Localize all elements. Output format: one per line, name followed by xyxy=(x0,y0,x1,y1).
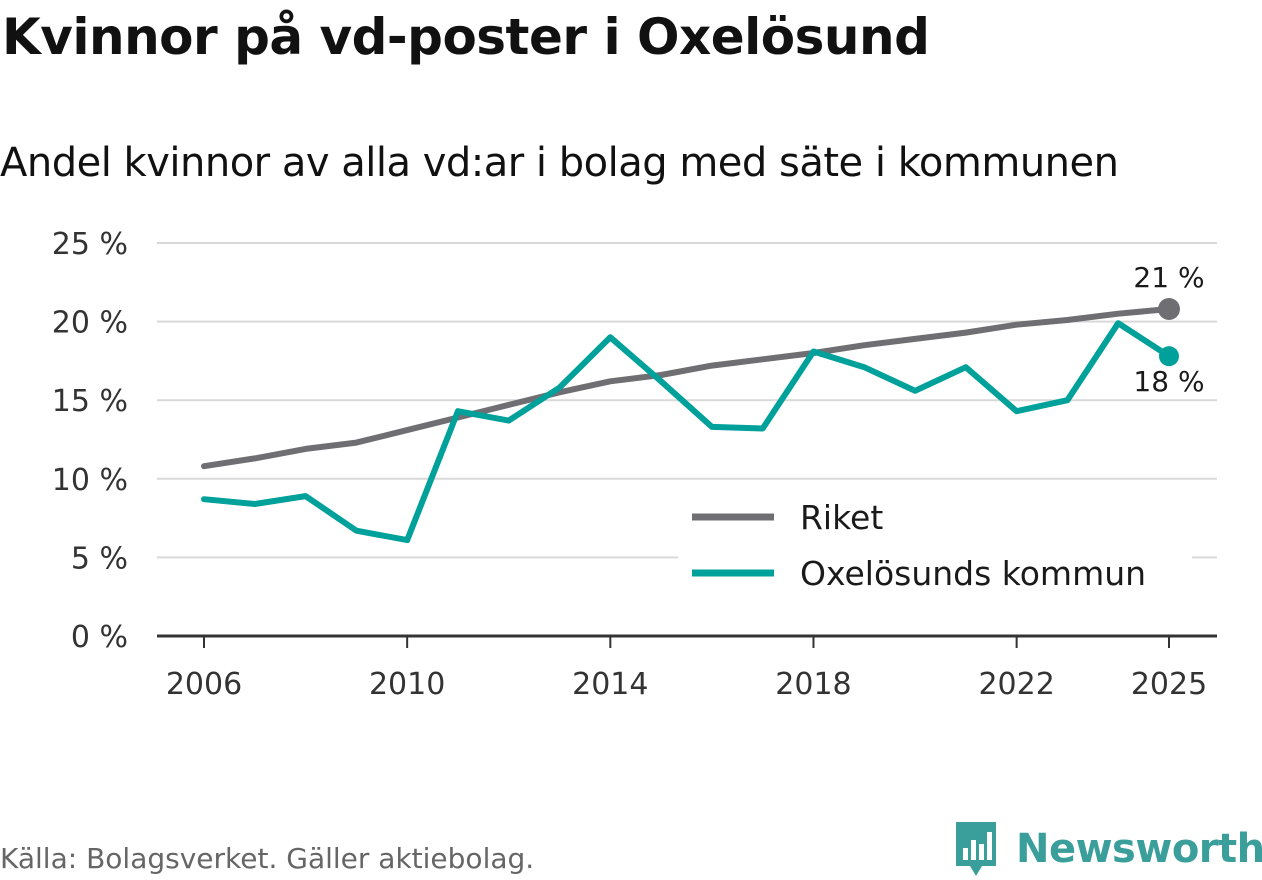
series-line xyxy=(201,320,1172,544)
x-tick-label: 2010 xyxy=(369,667,445,702)
series-end-point xyxy=(1158,298,1180,321)
newsworthy-logo-icon xyxy=(956,822,996,876)
x-tick-label: 2025 xyxy=(1131,667,1207,702)
source-note: Källa: Bolagsverket. Gäller aktiebolag. xyxy=(0,842,535,875)
brand-logo: Newsworthy xyxy=(952,818,1262,880)
brand-name: Newsworthy xyxy=(1016,826,1262,872)
x-tick-label: 2022 xyxy=(978,667,1054,702)
x-axis-ticks: 2006 2010 2014 2018 2022 2025 xyxy=(166,636,1207,702)
legend: Riket Oxelösunds kommun xyxy=(678,490,1192,602)
legend-background xyxy=(678,490,1192,602)
legend-label: Oxelösunds kommun xyxy=(800,554,1146,593)
y-tick-label: 0 % xyxy=(71,620,128,655)
end-labels: 21 % 18 % xyxy=(1133,261,1204,398)
y-axis-ticks: 0 % 5 % 10 % 15 % 20 % 25 % xyxy=(52,227,128,655)
series-lines xyxy=(201,298,1180,544)
series-end-label: 18 % xyxy=(1133,365,1204,398)
legend-label: Riket xyxy=(800,498,883,537)
x-tick-label: 2006 xyxy=(166,667,242,702)
x-tick-label: 2014 xyxy=(572,667,648,702)
y-tick-label: 25 % xyxy=(52,227,128,262)
gridlines xyxy=(157,242,1217,638)
y-tick-label: 20 % xyxy=(52,306,128,341)
chart-title: Kvinnor på vd-poster i Oxelösund xyxy=(2,8,930,66)
y-tick-label: 15 % xyxy=(52,384,128,419)
series-line xyxy=(201,306,1172,470)
series-end-point xyxy=(1159,346,1179,367)
x-tick-label: 2018 xyxy=(775,667,851,702)
chart-subtitle: Andel kvinnor av alla vd:ar i bolag med … xyxy=(0,140,1119,186)
y-tick-label: 10 % xyxy=(52,463,128,498)
y-tick-label: 5 % xyxy=(71,541,128,576)
series-end-label: 21 % xyxy=(1133,261,1204,294)
